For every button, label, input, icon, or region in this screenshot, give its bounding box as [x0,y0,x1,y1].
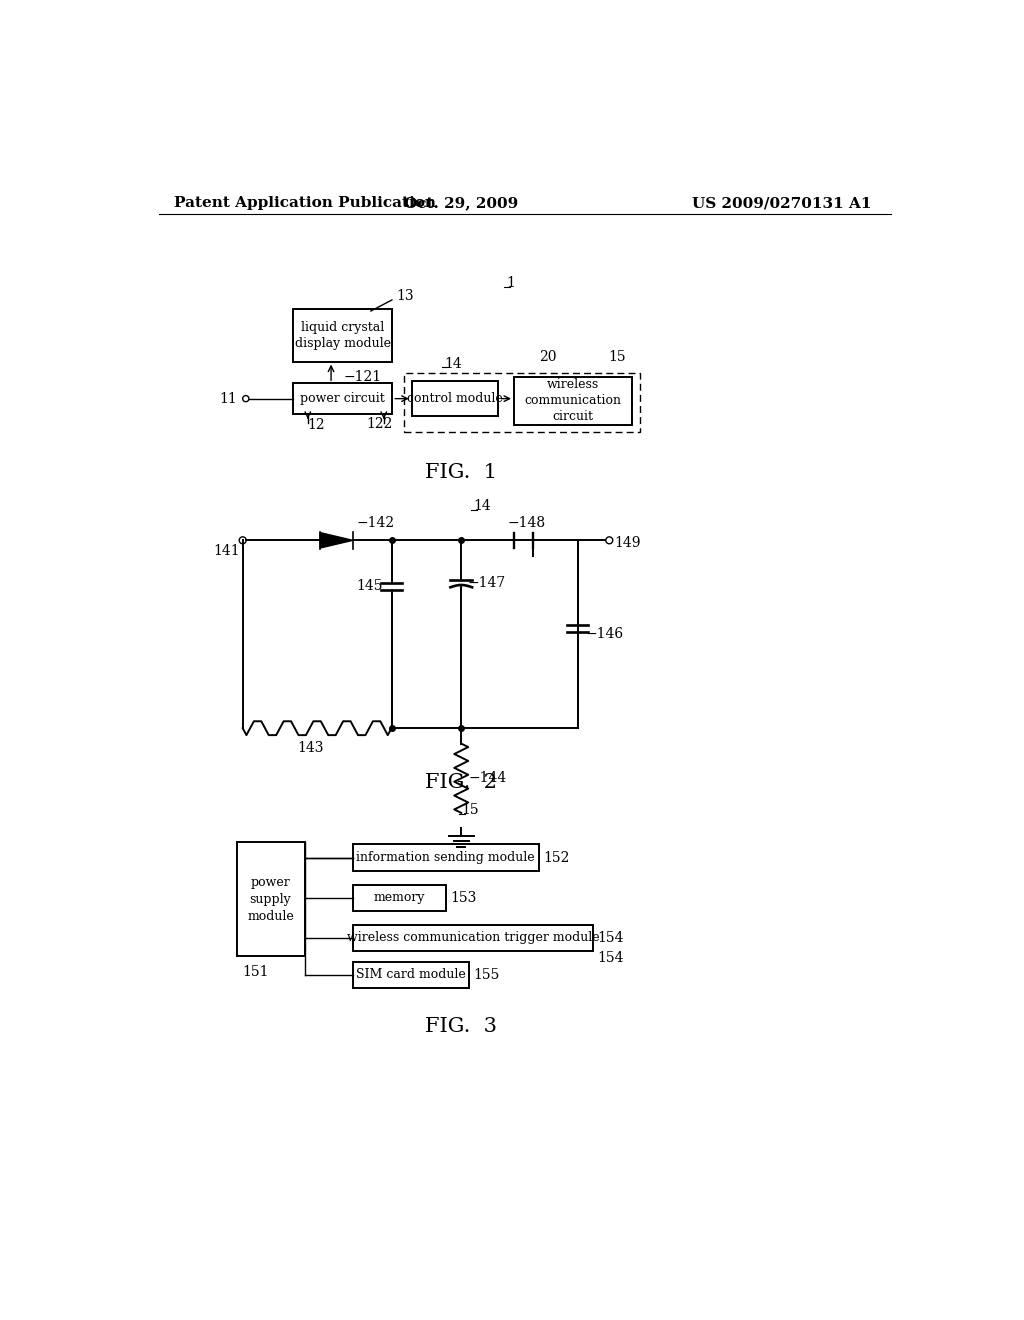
Text: 15: 15 [461,803,479,817]
Bar [237,842,305,956]
Text: wireless communication trigger module: wireless communication trigger module [346,931,599,944]
Text: 145: 145 [356,578,383,593]
Text: 155: 155 [474,968,500,982]
Text: 143: 143 [297,742,324,755]
Text: FIG.  2: FIG. 2 [425,772,498,792]
Bar [352,884,445,911]
Text: −144: −144 [469,771,507,785]
Text: 12: 12 [308,418,326,432]
Bar [352,845,539,871]
Text: Patent Application Publication: Patent Application Publication [174,197,436,210]
Text: 141: 141 [213,544,240,558]
Polygon shape [321,533,352,548]
Text: −121: −121 [343,370,382,384]
Text: FIG.  1: FIG. 1 [425,463,498,482]
Bar [293,309,392,362]
Text: 151: 151 [243,965,269,978]
Text: 14: 14 [473,499,490,513]
Text: US 2009/0270131 A1: US 2009/0270131 A1 [692,197,872,210]
Bar [352,924,593,950]
Text: 149: 149 [614,536,641,549]
Text: power circuit: power circuit [300,392,385,405]
Text: −148: −148 [508,516,546,531]
Text: information sending module: information sending module [356,851,536,865]
Text: 154: 154 [598,931,625,945]
Text: −146: −146 [586,627,624,642]
Text: FIG.  3: FIG. 3 [425,1018,498,1036]
Text: SIM card module: SIM card module [356,968,466,981]
Bar [403,374,640,432]
Text: −147: −147 [467,577,506,590]
Text: 15: 15 [608,350,626,364]
Text: 14: 14 [444,356,462,371]
Text: 1: 1 [506,276,515,290]
Text: liquid crystal
display module: liquid crystal display module [295,321,391,350]
Bar [352,961,469,987]
Text: wireless
communication
circuit: wireless communication circuit [524,379,622,424]
Text: −142: −142 [356,516,394,531]
Bar [293,383,392,414]
Text: 152: 152 [544,850,569,865]
Text: 11: 11 [219,392,238,405]
Text: 20: 20 [539,350,556,364]
Text: 154: 154 [598,950,625,965]
Text: 153: 153 [451,891,477,904]
Text: memory: memory [374,891,425,904]
Bar [412,381,499,416]
Text: control module: control module [408,392,503,405]
Text: Oct. 29, 2009: Oct. 29, 2009 [404,197,518,210]
Text: 122: 122 [367,417,393,432]
Text: 13: 13 [396,289,414,304]
Text: power
supply
module: power supply module [247,875,294,923]
Bar [514,378,632,425]
